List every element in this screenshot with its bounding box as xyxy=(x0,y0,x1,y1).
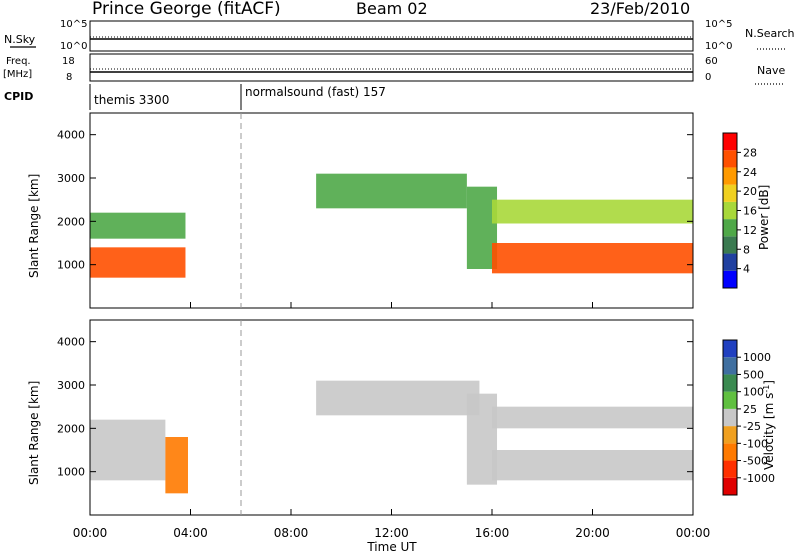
velocity-ylabel: Slant Range [km] xyxy=(27,381,41,485)
colorbar-swatch xyxy=(723,408,737,427)
echo-region xyxy=(90,419,166,481)
echo-region xyxy=(165,437,188,494)
x-tick-label: 04:00 xyxy=(173,526,208,540)
y-tick-label: 3000 xyxy=(57,172,85,185)
echo-region xyxy=(90,247,186,278)
colorbar-swatch xyxy=(723,236,737,254)
colorbar-tick-label: -500 xyxy=(743,455,768,468)
colorbar-swatch xyxy=(723,270,737,288)
colorbar-tick-label: 28 xyxy=(743,146,757,159)
colorbar-tick-label: 500 xyxy=(743,368,764,381)
power-y-ticks: 1000 2000 3000 4000 xyxy=(57,129,693,272)
colorbar-swatch xyxy=(723,184,737,202)
y-tick-label: 1000 xyxy=(57,259,85,272)
colorbar-swatch xyxy=(723,167,737,185)
colorbar-tick-label: 24 xyxy=(743,166,757,179)
power-ylabel: Slant Range [km] xyxy=(27,174,41,278)
echo-region xyxy=(90,212,186,239)
colorbar-swatch xyxy=(723,133,737,151)
beam-title: Beam 02 xyxy=(356,0,428,18)
y-tick-label: 2000 xyxy=(57,215,85,228)
velocity-colorbar: 1000 500 100 25 -25 -100 -500 -1000 xyxy=(722,339,775,496)
freq-left-tick-low: 8 xyxy=(66,72,72,83)
colorbar-tick-label: 16 xyxy=(743,205,757,218)
y-tick-label: 2000 xyxy=(57,422,85,435)
x-axis-ticks: 00:00 04:00 08:00 12:00 16:00 20:00 00:00 xyxy=(73,302,711,540)
echo-region xyxy=(492,450,693,481)
colorbar-swatch xyxy=(723,443,737,461)
nsky-left-tick-low: 10^0 xyxy=(60,41,87,52)
echo-region xyxy=(492,199,693,224)
colorbar-tick-label: 8 xyxy=(743,243,750,256)
freq-trace xyxy=(90,68,693,73)
colorbar-swatch xyxy=(723,374,737,392)
velocity-colorbar-label: Velocity [m s-1] xyxy=(762,380,777,470)
y-tick-label: 4000 xyxy=(57,129,85,142)
colorbar-tick-label: 1000 xyxy=(743,351,771,364)
nsearch-label: N.Search xyxy=(745,27,795,40)
cpid-label: CPID xyxy=(4,90,33,103)
x-tick-label: 16:00 xyxy=(475,526,510,540)
colorbar-tick-label: -25 xyxy=(743,420,761,433)
colorbar-tick-label: 4 xyxy=(743,263,750,276)
echo-region xyxy=(492,243,693,274)
x-tick-label: 20:00 xyxy=(575,526,610,540)
echo-region xyxy=(492,406,693,429)
freq-unit-label: [MHz] xyxy=(3,69,32,80)
freq-panel-frame xyxy=(89,53,694,82)
colorbar-swatch xyxy=(723,253,737,271)
colorbar-tick-label: 20 xyxy=(743,185,757,198)
colorbar-frame xyxy=(722,339,738,496)
power-colorbar: 28 24 20 16 12 8 4 xyxy=(722,132,757,289)
nsearch-right-tick-low: 10^0 xyxy=(705,41,732,52)
y-tick-label: 4000 xyxy=(57,336,85,349)
nave-right-tick-high: 60 xyxy=(705,56,718,67)
colorbar-swatch xyxy=(723,201,737,220)
y-tick-label: 3000 xyxy=(57,379,85,392)
date-title: 23/Feb/2010 xyxy=(590,0,690,18)
nsearch-right-tick-high: 10^5 xyxy=(705,19,732,30)
colorbar-tick-label: -100 xyxy=(743,437,768,450)
velocity-y-ticks: 1000 2000 3000 4000 xyxy=(57,336,693,479)
nsky-left-tick-high: 10^5 xyxy=(60,19,87,30)
cpid-segment-themis: themis 3300 xyxy=(94,93,169,107)
colorbar-swatch xyxy=(723,340,737,358)
colorbar-tick-label: 25 xyxy=(743,403,757,416)
colorbar-swatch xyxy=(723,426,737,444)
echo-region xyxy=(316,380,480,416)
colorbar-tick-label: -1000 xyxy=(743,472,775,485)
cpid-segment-normalsound: normalsound (fast) 157 xyxy=(245,85,386,99)
station-title: Prince George (fitACF) xyxy=(92,0,281,19)
power-echoes xyxy=(90,173,693,278)
freq-left-tick-high: 18 xyxy=(62,56,75,67)
y-tick-label: 1000 xyxy=(57,466,85,479)
colorbar-tick-label: 100 xyxy=(743,386,764,399)
nave-right-tick-low: 0 xyxy=(705,72,711,83)
x-tick-label: 00:00 xyxy=(73,526,108,540)
colorbar-swatch xyxy=(723,357,737,375)
colorbar-swatch xyxy=(723,460,737,478)
nsky-trace xyxy=(90,36,693,40)
colorbar-swatch xyxy=(723,391,737,409)
x-tick-label: 08:00 xyxy=(274,526,309,540)
colorbar-tick-label: 12 xyxy=(743,224,757,237)
echo-region xyxy=(316,173,467,209)
velocity-echoes xyxy=(90,380,693,494)
nsky-panel-frame xyxy=(89,20,694,52)
x-tick-label: 12:00 xyxy=(374,526,409,540)
nave-label: Nave xyxy=(757,64,785,77)
freq-label: Freq. xyxy=(6,56,31,67)
x-axis-label: Time UT xyxy=(366,540,417,554)
nsky-label: N.Sky xyxy=(4,33,36,46)
power-colorbar-label: Power [dB] xyxy=(757,185,771,250)
x-tick-label: 00:00 xyxy=(676,526,711,540)
colorbar-swatch xyxy=(723,219,737,237)
colorbar-swatch xyxy=(723,477,737,495)
colorbar-swatch xyxy=(723,150,737,168)
